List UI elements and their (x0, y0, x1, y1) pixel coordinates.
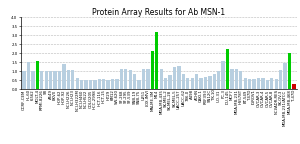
Bar (213, 74, 216, 89)
Bar (261, 78, 265, 89)
Bar (252, 79, 256, 89)
Bar (84, 80, 88, 89)
Bar (142, 69, 145, 89)
Bar (239, 71, 242, 89)
Bar (190, 78, 194, 89)
Bar (204, 77, 207, 89)
Bar (45, 71, 48, 89)
Bar (208, 76, 212, 89)
Bar (31, 71, 34, 89)
Bar (292, 84, 296, 89)
Bar (284, 63, 287, 89)
Bar (129, 70, 132, 89)
Bar (49, 71, 52, 89)
Bar (115, 79, 118, 89)
Bar (67, 70, 70, 89)
Bar (40, 71, 44, 89)
Bar (221, 61, 225, 89)
Bar (98, 79, 101, 89)
Bar (53, 71, 57, 89)
Bar (182, 74, 185, 89)
Bar (36, 61, 39, 89)
Bar (230, 69, 234, 89)
Bar (80, 80, 83, 89)
Bar (177, 66, 181, 89)
Bar (146, 70, 150, 89)
Bar (266, 80, 269, 89)
Bar (106, 80, 110, 89)
Bar (248, 79, 251, 89)
Bar (244, 78, 247, 89)
Bar (195, 74, 198, 89)
Bar (151, 51, 154, 89)
Bar (120, 69, 123, 89)
Bar (133, 74, 136, 89)
Bar (200, 78, 203, 89)
Bar (217, 71, 220, 89)
Bar (288, 53, 291, 89)
Bar (235, 70, 238, 89)
Bar (160, 70, 163, 89)
Bar (173, 67, 176, 89)
Bar (22, 71, 26, 89)
Bar (111, 79, 114, 89)
Bar (168, 75, 172, 89)
Bar (102, 79, 105, 89)
Bar (58, 71, 61, 89)
Bar (89, 80, 92, 89)
Bar (124, 69, 127, 89)
Bar (76, 78, 79, 89)
Bar (279, 70, 282, 89)
Bar (137, 80, 141, 89)
Bar (93, 80, 97, 89)
Bar (71, 70, 74, 89)
Title: Protein Array Results for Ab MSN-1: Protein Array Results for Ab MSN-1 (92, 7, 226, 17)
Bar (164, 78, 167, 89)
Bar (257, 78, 260, 89)
Bar (274, 79, 278, 89)
Bar (226, 49, 229, 89)
Bar (186, 78, 189, 89)
Bar (27, 62, 30, 89)
Bar (155, 32, 158, 89)
Bar (270, 78, 273, 89)
Bar (62, 64, 66, 89)
